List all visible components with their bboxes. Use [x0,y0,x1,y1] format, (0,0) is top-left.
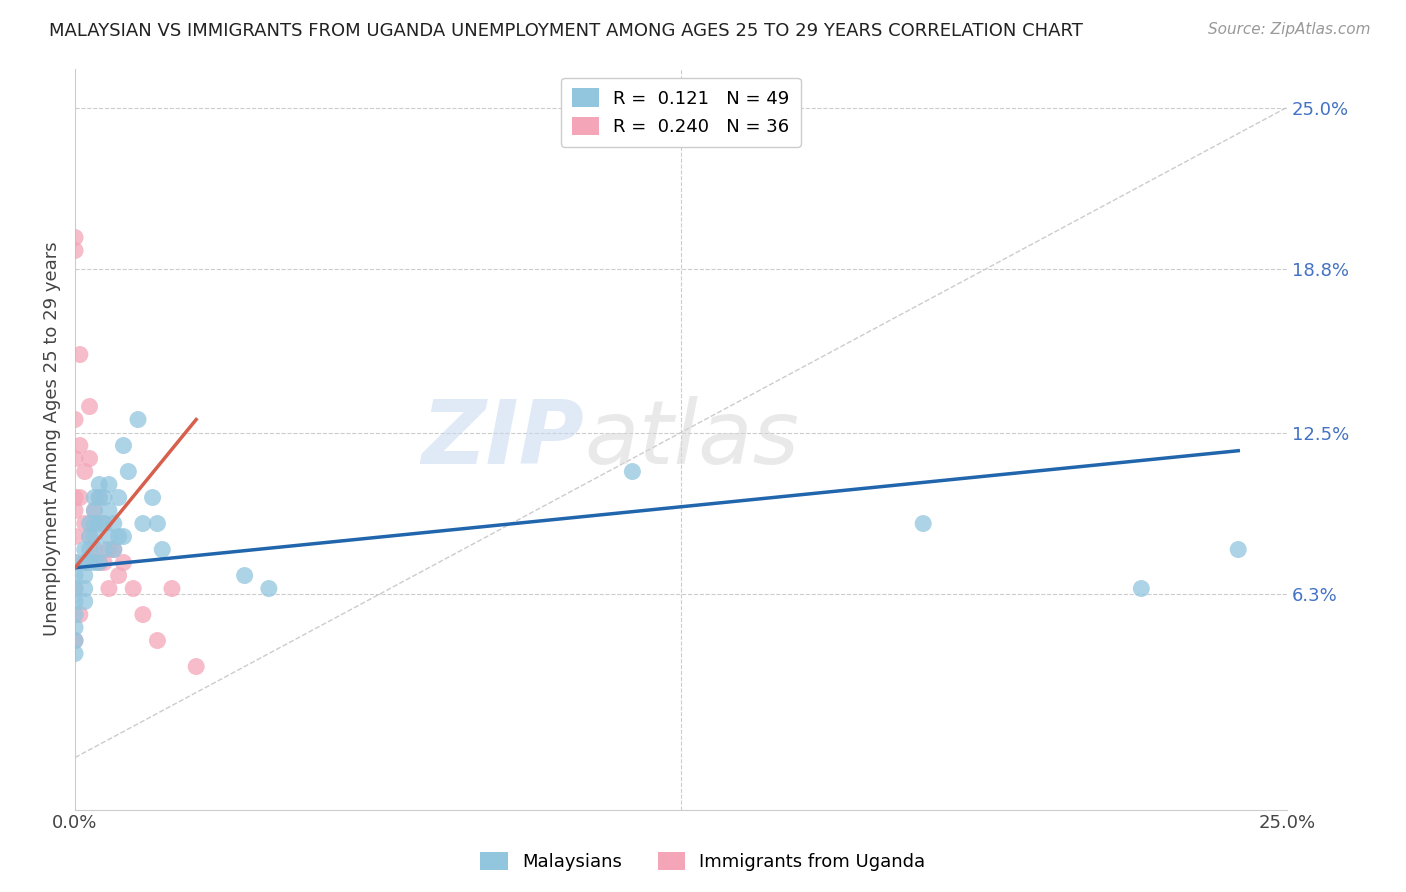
Point [1130,582,1153,596]
Point [146,633,169,648]
Point [103,542,125,557]
Point [97,477,120,491]
Point [63,503,86,517]
Point [63,491,86,505]
Point [63,230,86,244]
Point [1227,542,1250,557]
Point [93,516,115,531]
Point [83,503,105,517]
Text: ZIP: ZIP [422,395,583,483]
Point [142,491,165,505]
Point [63,568,86,582]
Point [69,607,91,622]
Point [83,503,105,517]
Point [257,582,280,596]
Point [93,516,115,531]
Point [83,542,105,557]
Point [63,621,86,635]
Y-axis label: Unemployment Among Ages 25 to 29 years: Unemployment Among Ages 25 to 29 years [44,242,60,636]
Point [63,582,86,596]
Text: MALAYSIAN VS IMMIGRANTS FROM UGANDA UNEMPLOYMENT AMONG AGES 25 TO 29 YEARS CORRE: MALAYSIAN VS IMMIGRANTS FROM UGANDA UNEM… [49,22,1083,40]
Point [63,556,86,570]
Point [103,516,125,531]
Point [83,516,105,531]
Point [132,516,155,531]
Point [107,491,129,505]
Point [132,607,155,622]
Legend: Malaysians, Immigrants from Uganda: Malaysians, Immigrants from Uganda [474,845,932,879]
Point [73,542,96,557]
Point [63,529,86,543]
Point [69,347,91,361]
Point [912,516,935,531]
Point [93,491,115,505]
Point [89,491,111,505]
Point [79,400,101,414]
Point [83,529,105,543]
Point [97,529,120,543]
Point [79,529,101,543]
Point [89,556,111,570]
Point [127,412,149,426]
Point [93,542,115,557]
Point [93,556,115,570]
Point [63,451,86,466]
Point [73,594,96,608]
Point [63,556,86,570]
Point [79,529,101,543]
Point [73,516,96,531]
Point [63,244,86,258]
Point [97,582,120,596]
Point [146,516,169,531]
Legend: R =  0.121   N = 49, R =  0.240   N = 36: R = 0.121 N = 49, R = 0.240 N = 36 [561,78,800,147]
Point [117,465,139,479]
Point [89,477,111,491]
Point [63,607,86,622]
Point [107,568,129,582]
Point [73,465,96,479]
Point [69,491,91,505]
Point [83,556,105,570]
Point [73,556,96,570]
Text: Source: ZipAtlas.com: Source: ZipAtlas.com [1208,22,1371,37]
Point [621,465,644,479]
Point [63,647,86,661]
Point [63,633,86,648]
Point [122,582,145,596]
Point [79,451,101,466]
Point [73,582,96,596]
Point [112,529,135,543]
Point [233,568,256,582]
Point [186,659,208,673]
Point [112,556,135,570]
Point [97,542,120,557]
Point [103,542,125,557]
Point [63,582,86,596]
Point [63,412,86,426]
Point [89,491,111,505]
Point [89,516,111,531]
Point [112,438,135,452]
Point [79,542,101,557]
Point [79,556,101,570]
Point [63,594,86,608]
Point [107,529,129,543]
Point [69,438,91,452]
Point [73,556,96,570]
Point [160,582,183,596]
Point [83,491,105,505]
Point [97,503,120,517]
Point [79,516,101,531]
Point [150,542,173,557]
Point [63,633,86,648]
Point [73,568,96,582]
Point [89,556,111,570]
Text: atlas: atlas [583,396,799,482]
